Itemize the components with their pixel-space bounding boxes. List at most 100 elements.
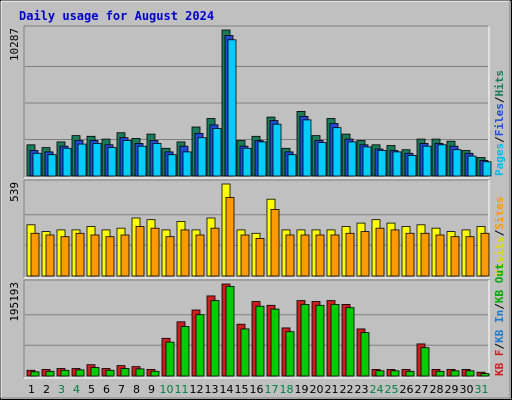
x-tick-label: 2: [43, 383, 50, 396]
bar-kb-in-day-17: [270, 308, 280, 377]
bar-kb-in-day-2: [45, 370, 55, 377]
x-tick-label: 15: [235, 383, 249, 396]
bar-kb-in-day-19: [300, 303, 310, 377]
bar-sites-day-19: [300, 234, 310, 277]
x-tick-label: 9: [148, 383, 155, 396]
legend-entry: Files: [493, 103, 506, 136]
x-tick-label: 5: [88, 383, 95, 396]
x-tick-label: 18: [280, 383, 294, 396]
bar-kb-in-day-26: [405, 370, 415, 377]
x-tick-label: 20: [310, 383, 324, 396]
bar-kb-in-day-21: [330, 303, 340, 377]
bar-kb-in-day-7: [120, 368, 130, 377]
bar-kb-in-day-15: [240, 328, 250, 377]
bar-pages-day-18: [287, 154, 297, 177]
x-tick-label: 22: [340, 383, 354, 396]
x-tick-label: 26: [400, 383, 414, 396]
bar-sites-day-1: [30, 232, 40, 277]
x-tick-label: 25: [385, 383, 399, 396]
bar-kb-in-day-16: [255, 305, 265, 377]
chart-title: Daily usage for August 2024: [19, 9, 214, 23]
x-tick-label: 6: [103, 383, 110, 396]
x-tick-label: 19: [295, 383, 309, 396]
bar-kb-in-day-11: [180, 326, 190, 377]
y-max-label: 10287: [8, 28, 21, 61]
legend-separator: /: [493, 136, 506, 143]
bar-pages-day-27: [422, 145, 432, 177]
bar-sites-day-6: [105, 236, 115, 277]
bar-pages-day-3: [62, 147, 72, 177]
x-tick-label: 8: [133, 383, 140, 396]
x-tick-label: 12: [190, 383, 204, 396]
bar-kb-in-day-14: [225, 285, 235, 377]
x-tick-label: 11: [175, 383, 189, 396]
bar-pages-day-21: [332, 127, 342, 177]
bar-kb-in-day-12: [195, 314, 205, 377]
bar-sites-day-29: [450, 236, 460, 277]
x-tick-label: 28: [430, 383, 444, 396]
legend-separator: /: [493, 229, 506, 236]
bar-sites-day-3: [60, 236, 70, 277]
legend-separator: /: [493, 96, 506, 103]
bar-pages-day-29: [452, 149, 462, 177]
bar-pages-day-16: [257, 141, 267, 177]
bar-sites-day-27: [420, 232, 430, 277]
x-tick-label: 17: [265, 383, 279, 396]
bar-kb-in-day-30: [465, 370, 475, 377]
bar-sites-day-21: [330, 234, 340, 277]
legend-entry: Visits: [493, 236, 506, 276]
legend-entry: KB In: [493, 310, 506, 343]
bar-sites-day-20: [315, 234, 325, 277]
y-max-label: 195193: [8, 282, 21, 322]
bar-kb-in-day-25: [390, 370, 400, 377]
bar-kb-in-day-22: [345, 307, 355, 377]
bar-sites-day-15: [240, 234, 250, 277]
bar-kb-in-day-9: [150, 370, 160, 377]
bar-kb-in-day-6: [105, 369, 115, 377]
x-tick-label: 23: [355, 383, 369, 396]
bar-sites-day-13: [210, 227, 220, 277]
bar-kb-in-day-13: [210, 300, 220, 377]
x-tick-label: 30: [460, 383, 474, 396]
bar-pages-day-17: [272, 123, 282, 177]
x-tick-label: 4: [73, 383, 80, 396]
panel-visits: 539 Visits/Sites: [8, 179, 506, 279]
bar-pages-day-7: [122, 140, 132, 177]
bar-pages-day-24: [377, 150, 387, 177]
bar-pages-day-15: [242, 147, 252, 177]
bar-sites-day-9: [150, 227, 160, 277]
bar-pages-day-14: [227, 39, 237, 177]
bar-sites-day-23: [360, 231, 370, 277]
x-axis-tick-labels: 1 2 3 4 5 6 7 8 9 10 11 12 13 14 15 16 17 18 19 20 21 22 23 24 2…: [28, 383, 489, 396]
legend-entry: KB F: [493, 350, 506, 377]
x-tick-label: 16: [250, 383, 264, 396]
bar-pages-day-1: [32, 152, 42, 177]
bar-sites-day-10: [165, 236, 175, 277]
x-tick-label: 21: [325, 383, 339, 396]
bar-sites-day-5: [90, 234, 100, 277]
x-tick-label: 31: [475, 383, 489, 396]
legend-visits: Visits/Sites: [493, 197, 506, 277]
bar-pages-day-31: [482, 161, 492, 177]
bar-kb-in-day-10: [165, 341, 175, 377]
bar-kb-in-day-29: [450, 370, 460, 377]
legend-entry: KB Out: [493, 263, 506, 303]
bar-sites-day-17: [270, 208, 280, 277]
bar-pages-day-2: [47, 154, 57, 177]
bar-pages-day-22: [347, 141, 357, 177]
bar-pages-day-19: [302, 119, 312, 177]
legend-separator: /: [493, 303, 506, 310]
bar-pages-day-8: [137, 145, 147, 177]
bar-kb-in-day-28: [435, 370, 445, 377]
bar-sites-day-24: [375, 227, 385, 277]
bar-sites-day-22: [345, 232, 355, 277]
bar-kb-in-day-8: [135, 368, 145, 377]
bar-sites-day-7: [120, 234, 130, 277]
bar-sites-day-18: [285, 234, 295, 277]
bar-pages-day-13: [212, 128, 222, 177]
bar-pages-day-4: [77, 143, 87, 177]
bar-kb-in-day-20: [315, 304, 325, 377]
